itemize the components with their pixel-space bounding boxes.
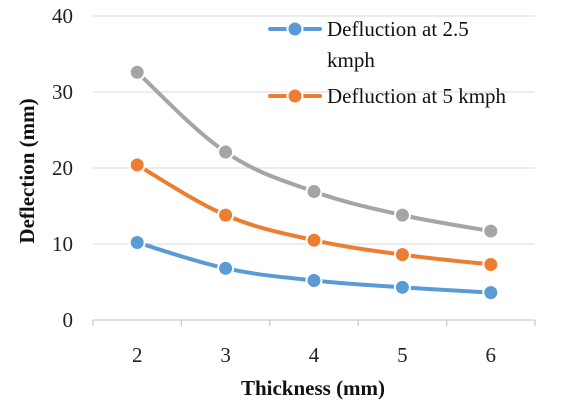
x-tick-label: 2 bbox=[132, 343, 143, 367]
series-2-line bbox=[135, 162, 493, 267]
y-tick-label: 20 bbox=[52, 156, 73, 180]
series-3 bbox=[128, 63, 500, 240]
y-tick-label: 0 bbox=[63, 308, 74, 332]
x-axis-title: Thickness (mm) bbox=[241, 376, 385, 400]
series-2-point bbox=[393, 246, 411, 264]
x-tick-label: 5 bbox=[397, 343, 408, 367]
legend-item-series-2: Defluction at 5 kmph bbox=[268, 84, 507, 108]
y-tick-label: 30 bbox=[52, 80, 73, 104]
y-tick-label: 10 bbox=[52, 232, 73, 256]
x-tick-label: 4 bbox=[309, 343, 320, 367]
series-2 bbox=[128, 156, 500, 274]
series-3-point bbox=[305, 183, 323, 201]
series-1-point bbox=[217, 259, 235, 277]
y-tick-label: 40 bbox=[52, 4, 73, 28]
legend-label-series-1-line2: kmph bbox=[327, 48, 375, 72]
legend: Defluction at 2.5 kmph Defluction at 5 k… bbox=[268, 17, 507, 108]
series-3-point bbox=[217, 143, 235, 161]
legend-item-series-1: Defluction at 2.5 kmph bbox=[268, 17, 469, 72]
x-tick-label: 6 bbox=[486, 343, 497, 367]
legend-label-series-2: Defluction at 5 kmph bbox=[327, 84, 507, 108]
series-2-point bbox=[217, 206, 235, 224]
series-3-point bbox=[128, 63, 146, 81]
series-3-point bbox=[482, 222, 500, 240]
series-1-point bbox=[482, 284, 500, 302]
series-2-point bbox=[482, 256, 500, 274]
x-axis: 2 3 4 5 6 bbox=[92, 319, 536, 367]
series-2-point bbox=[305, 231, 323, 249]
series-1 bbox=[128, 233, 500, 302]
series-2-point bbox=[128, 156, 146, 174]
x-tick-label: 3 bbox=[220, 343, 231, 367]
gridlines: 0 10 20 30 40 bbox=[52, 4, 535, 332]
y-axis-title: Deflection (mm) bbox=[15, 98, 39, 243]
series-1-point bbox=[128, 233, 146, 251]
series-3-point bbox=[393, 206, 411, 224]
series-lines bbox=[128, 63, 500, 302]
legend-label-series-1-line1: Defluction at 2.5 bbox=[327, 17, 469, 41]
series-1-point bbox=[305, 271, 323, 289]
series-1-point bbox=[393, 278, 411, 296]
